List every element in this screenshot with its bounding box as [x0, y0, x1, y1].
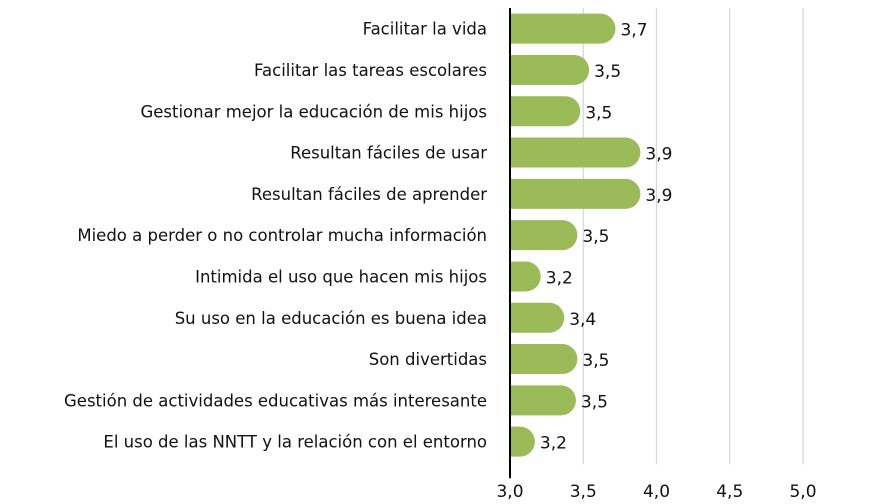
category-label: Son divertidas [369, 350, 487, 369]
data-label: 3,5 [582, 227, 609, 247]
x-tick-label: 3,0 [496, 482, 523, 500]
category-label: El uso de las NNTT y la relación con el … [103, 433, 487, 452]
data-label: 3,5 [585, 103, 612, 123]
data-label: 3,7 [620, 21, 647, 41]
data-label: 3,4 [569, 310, 596, 330]
bar [510, 96, 581, 127]
bar [510, 178, 641, 209]
category-label: Facilitar la vida [363, 20, 487, 39]
x-tick-label: 3,5 [570, 482, 597, 500]
category-label: Resultan fáciles de aprender [251, 185, 487, 204]
data-label: 3,2 [546, 268, 573, 288]
bar [510, 261, 541, 292]
data-label: 3,5 [582, 351, 609, 371]
bar [510, 13, 616, 44]
x-tick-label: 5,0 [789, 482, 816, 500]
bar [510, 302, 565, 333]
data-label: 3,5 [581, 392, 608, 412]
x-tick-label: 4,0 [643, 482, 670, 500]
bar [510, 220, 578, 251]
data-label: 3,2 [540, 434, 567, 454]
bar [510, 385, 576, 416]
x-tick-label: 4,5 [716, 482, 743, 500]
data-label: 3,5 [594, 62, 621, 82]
bar [510, 426, 535, 457]
category-label: Gestionar mejor la educación de mis hijo… [140, 102, 487, 121]
category-label: Resultan fáciles de usar [290, 144, 487, 163]
bar [510, 137, 641, 168]
category-label: Miedo a perder o no controlar mucha info… [77, 226, 487, 245]
bar [510, 344, 578, 375]
category-label: Gestión de actividades educativas más in… [64, 391, 487, 410]
category-label: Su uso en la educación es buena idea [175, 309, 487, 328]
bar [510, 54, 590, 85]
data-label: 3,9 [645, 186, 672, 206]
data-label: 3,9 [645, 145, 672, 165]
category-label: Facilitar las tareas escolares [254, 61, 487, 80]
category-label: Intimida el uso que hacen mis hijos [195, 267, 487, 286]
